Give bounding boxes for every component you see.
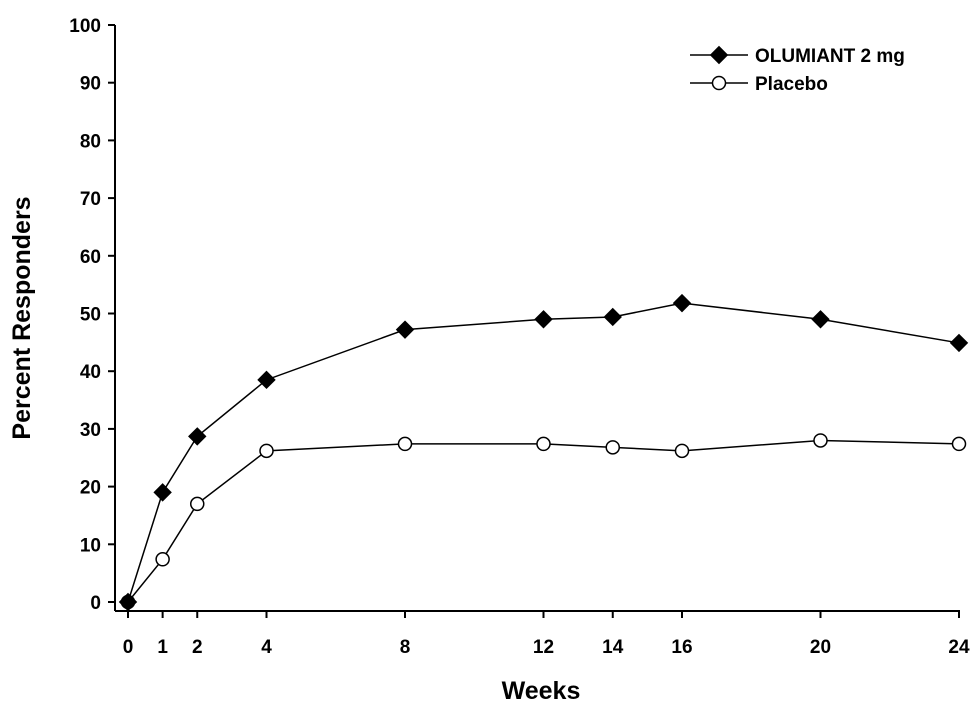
x-tick-label: 8	[400, 637, 411, 658]
legend-marker-olumiant	[709, 45, 729, 65]
data-point-placebo	[674, 443, 690, 459]
data-point-olumiant	[811, 310, 830, 329]
y-tick-label: 60	[80, 247, 101, 268]
x-ticks: 0 1 2 4 8 12 14 16 20 24	[123, 611, 970, 658]
data-point-placebo	[155, 552, 170, 567]
y-tick-label: 40	[80, 362, 101, 383]
series-line-olumiant	[127, 302, 960, 603]
x-tick-label: 4	[261, 637, 272, 658]
data-point-placebo	[951, 436, 967, 452]
axes	[114, 25, 960, 612]
data-point-olumiant	[395, 320, 415, 339]
data-point-olumiant	[672, 293, 692, 313]
y-tick-label: 70	[80, 189, 101, 210]
data-point-placebo	[397, 436, 413, 452]
data-point-olumiant	[534, 310, 553, 329]
x-tick-label: 1	[157, 637, 168, 658]
data-point-placebo	[536, 436, 551, 452]
y-ticks: 0 10 20 30 40 50 60 70 80 90 100	[69, 16, 115, 614]
y-tick-label: 0	[90, 593, 101, 614]
x-tick-label: 14	[602, 637, 624, 658]
x-tick-label: 20	[810, 637, 831, 658]
y-tick-label: 50	[80, 305, 101, 326]
x-tick-label: 24	[948, 637, 970, 658]
data-point-olumiant	[118, 592, 138, 612]
data-point-olumiant	[949, 333, 969, 353]
series-group	[118, 293, 969, 612]
y-axis-title: Percent Responders	[8, 196, 36, 439]
data-point-placebo	[605, 440, 620, 455]
data-point-placebo	[259, 443, 274, 459]
data-point-placebo	[813, 433, 828, 448]
x-tick-label: 16	[671, 637, 692, 658]
legend-entry-olumiant: OLUMIANT 2 mg	[690, 45, 905, 67]
series-line-placebo	[127, 439, 960, 603]
y-tick-label: 80	[80, 131, 101, 152]
legend: OLUMIANT 2 mg Placebo	[690, 45, 905, 95]
x-tick-label: 12	[533, 637, 554, 658]
y-tick-label: 10	[80, 535, 101, 556]
data-point-olumiant	[153, 483, 172, 502]
legend-marker-placebo	[711, 75, 727, 91]
data-point-olumiant	[603, 307, 622, 327]
y-tick-label: 90	[80, 74, 101, 95]
data-point-olumiant	[257, 370, 276, 390]
x-axis-title: Weeks	[502, 677, 581, 705]
y-tick-label: 100	[69, 16, 101, 37]
y-tick-label: 20	[80, 478, 101, 499]
data-point-placebo	[190, 496, 205, 512]
y-tick-label: 30	[80, 420, 101, 441]
x-tick-label: 2	[192, 637, 203, 658]
x-tick-label: 0	[123, 637, 134, 658]
legend-entry-placebo: Placebo	[690, 74, 828, 95]
legend-label-olumiant: OLUMIANT 2 mg	[755, 46, 905, 67]
data-point-olumiant	[188, 427, 207, 446]
legend-label-placebo: Placebo	[755, 74, 828, 95]
